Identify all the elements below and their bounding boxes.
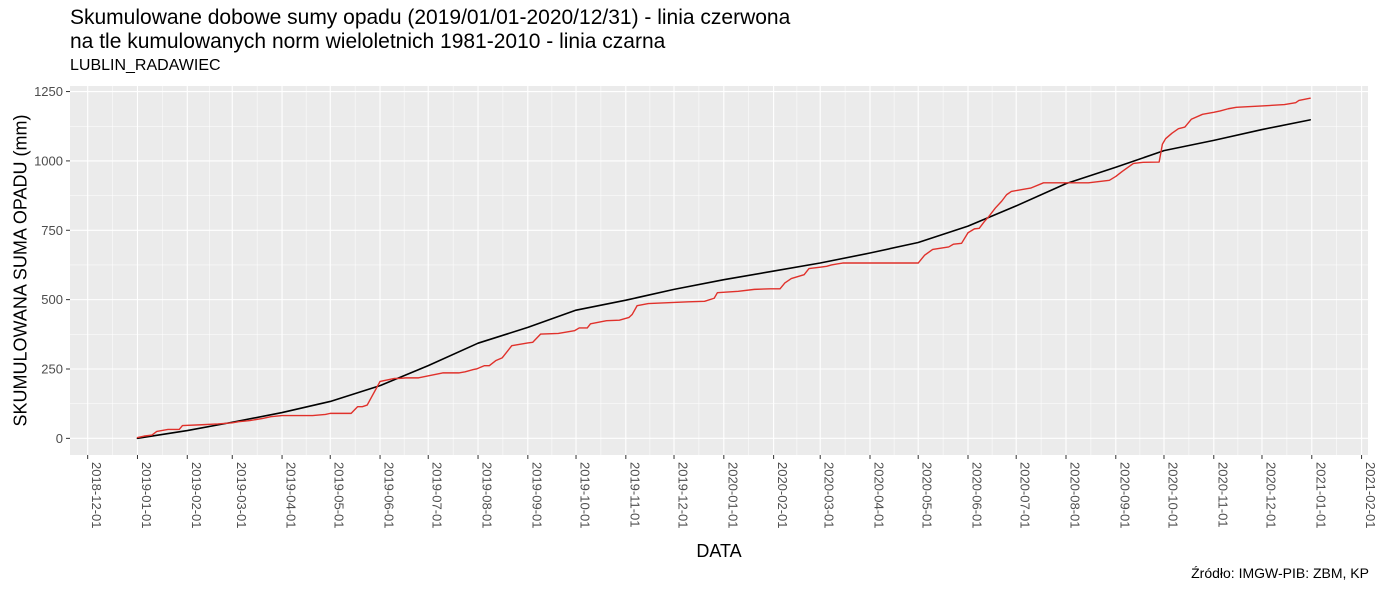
series-layer (136, 97, 1311, 440)
x-tick-label: 2020-08-01 (1067, 462, 1082, 529)
x-tick-label: 2019-12-01 (676, 462, 691, 529)
x-tick-label: 2019-11-01 (627, 462, 642, 528)
x-tick-label: 2019-01-01 (139, 462, 154, 529)
x-tick-label: 2019-10-01 (578, 462, 593, 529)
x-tick-label: 2020-10-01 (1165, 462, 1180, 529)
x-tick-label: 2019-08-01 (480, 462, 495, 529)
y-tick-label: 1250 (34, 84, 63, 99)
x-tick-label: 2020-12-01 (1263, 462, 1278, 529)
station-subtitle: LUBLIN_RADAWIEC (70, 57, 221, 74)
x-tick-label: 2021-02-01 (1363, 462, 1377, 529)
x-tick-label: 2021-01-01 (1313, 462, 1328, 529)
plot-panel (70, 86, 1368, 455)
x-tick-label: 2020-06-01 (969, 462, 984, 529)
x-tick-label: 2019-07-01 (430, 462, 445, 529)
chart-title-line-1: Skumulowane dobowe sumy opadu (2019/01/0… (70, 6, 791, 29)
y-tick-label: 0 (56, 431, 63, 446)
normal-series-line (136, 119, 1311, 440)
x-tick-label: 2020-05-01 (920, 462, 935, 529)
y-tick-label: 500 (41, 292, 63, 307)
x-tick-label: 2019-02-01 (189, 462, 204, 529)
x-tick-label: 2019-03-01 (234, 462, 249, 529)
y-tick-label: 750 (41, 223, 63, 238)
x-axis-title: DATA (696, 541, 741, 561)
y-tick-labels: 0 250 500 750 1000 1250 (34, 84, 63, 446)
x-tick-label: 2019-06-01 (382, 462, 397, 529)
x-tick-label: 2020-02-01 (775, 462, 790, 529)
x-tick-label: 2020-03-01 (822, 462, 837, 529)
x-tick-label: 2020-09-01 (1117, 462, 1132, 529)
x-tick-label: 2020-04-01 (872, 462, 887, 529)
x-tick-label: 2018-12-01 (89, 462, 104, 529)
y-tick-label: 1000 (34, 153, 63, 168)
chart-title-line-2: na tle kumulowanych norm wieloletnich 19… (70, 30, 666, 53)
observed-series-line (136, 97, 1311, 439)
source-note: Źródło: IMGW-PIB: ZBM, KP (1191, 565, 1369, 581)
x-tick-label: 2019-09-01 (529, 462, 544, 529)
x-tick-label: 2020-11-01 (1215, 462, 1230, 528)
x-tick-labels: 2018-12-01 2019-01-01 2019-02-01 2019-03-01… (89, 462, 1377, 529)
x-tick-label: 2019-04-01 (284, 462, 299, 529)
x-tick-label: 2020-01-01 (725, 462, 740, 529)
major-grid (70, 86, 1368, 455)
x-tick-label: 2019-05-01 (332, 462, 347, 529)
x-tick-label: 2020-07-01 (1018, 462, 1033, 529)
y-tick-label: 250 (41, 361, 63, 376)
y-axis-title: SKUMULOWANA SUMA OPADU (mm) (10, 114, 30, 426)
axis-ticks (66, 91, 1363, 459)
